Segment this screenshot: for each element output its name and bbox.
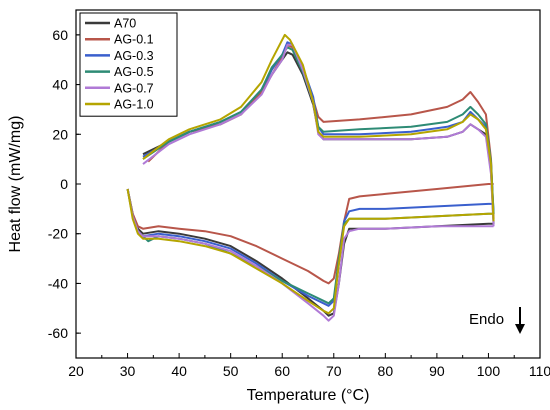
x-tick-label: 100 [477,363,501,379]
y-tick-label: -20 [48,226,68,242]
x-axis-title: Temperature (°C) [247,387,370,404]
endo-arrow-head [515,324,525,334]
series-ag-0-7-heating-line [142,43,495,227]
legend-label: AG-0.7 [114,81,154,95]
legend-label: AG-0.5 [114,65,154,79]
y-tick-label: 20 [52,126,68,142]
legend-label: A70 [114,17,136,31]
legend-box [79,12,178,117]
series-ag-0-7-cooling-line [126,188,494,322]
x-tick-label: 30 [120,363,136,379]
series-ag-0-1-cooling-line [126,183,494,285]
legend-label: AG-1.0 [114,98,154,112]
x-tick-label: 110 [529,363,550,379]
endo-annotation: Endo [469,311,504,328]
x-tick-label: 50 [223,363,239,379]
y-tick-label: 60 [52,27,68,43]
x-tick-label: 90 [429,363,445,379]
x-tick-label: 20 [68,363,84,379]
y-tick-label: 40 [52,77,68,93]
y-tick-label: -60 [48,325,68,341]
plot-lines [126,33,495,322]
x-tick-label: 40 [171,363,187,379]
y-axis-ticks: -60 -40 -20 0 20 40 60 [48,27,81,341]
series-ag-1-0-cooling-line [126,188,494,315]
legend-label: AG-0.3 [114,49,154,63]
x-tick-label: 70 [326,363,342,379]
legend: A70 AG-0.1 AG-0.3 AG-0.5 AG-0.7 AG-1.0 [79,12,178,117]
y-tick-label: -40 [48,275,68,291]
endo-arrow-icon [515,307,525,334]
y-axis-title: Heat flow (mW/mg) [7,116,24,253]
series-ag-1-0-heating-line [142,33,495,222]
legend-label: AG-0.1 [114,33,154,47]
x-tick-label: 80 [378,363,394,379]
x-axis-ticks: 20 30 40 50 60 70 80 90 100 110 [68,353,550,379]
x-tick-label: 60 [274,363,290,379]
y-tick-label: 0 [60,176,68,192]
series-ag-0-3-cooling-line [126,188,494,307]
